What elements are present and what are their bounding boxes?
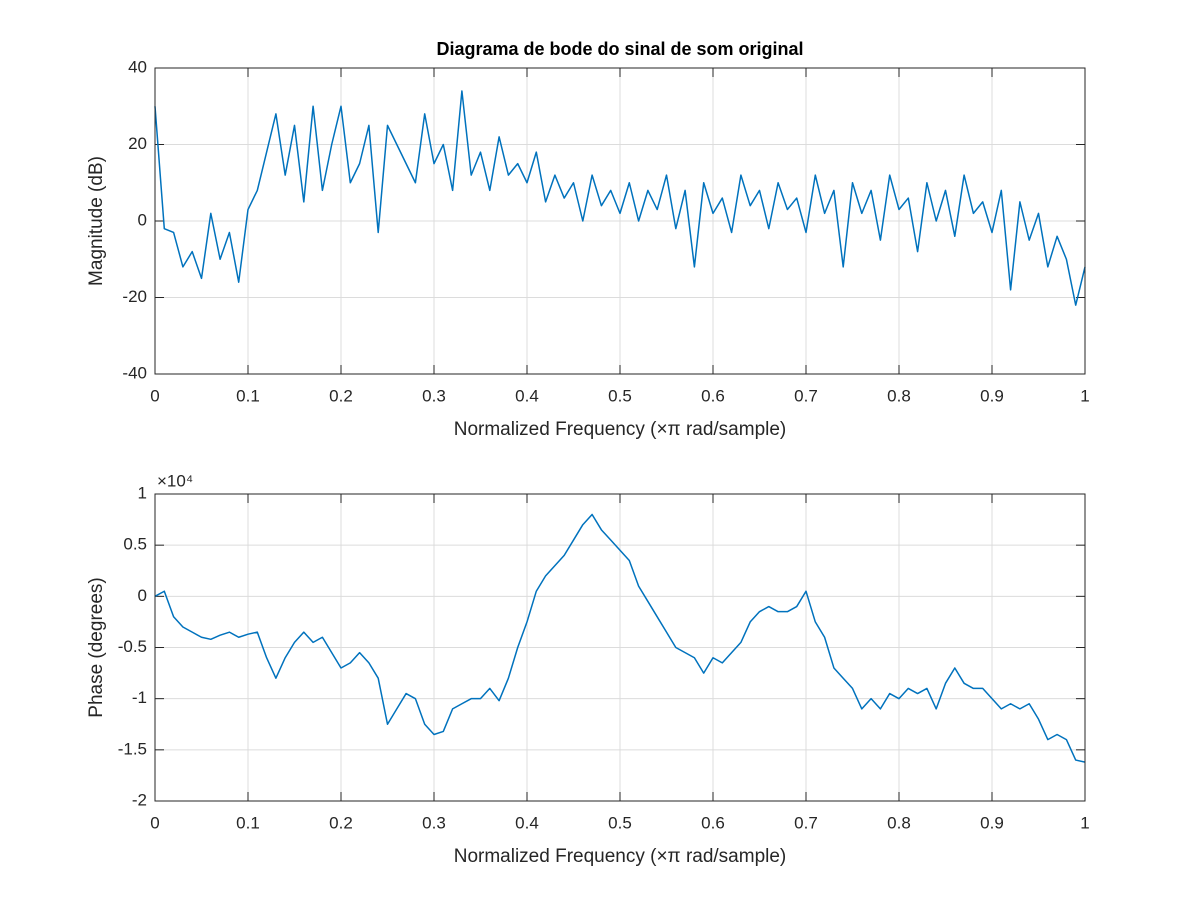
x-tick-label: 0.8 (887, 386, 911, 405)
y-tick-label: 1 (138, 483, 147, 502)
x-axis-label: Normalized Frequency (×π rad/sample) (454, 846, 787, 867)
x-tick-label: 0.2 (329, 813, 353, 832)
y-tick-label: -0.5 (118, 637, 147, 656)
y-multiplier: ×10⁴ (157, 471, 193, 490)
x-tick-label: 0.9 (980, 386, 1004, 405)
x-tick-label: 0 (150, 386, 159, 405)
x-tick-label: 0 (150, 813, 159, 832)
x-tick-label: 0.8 (887, 813, 911, 832)
y-tick-label: -40 (122, 363, 147, 382)
y-axis-label: Magnitude (dB) (86, 156, 107, 286)
x-tick-label: 0.3 (422, 813, 446, 832)
x-tick-label: 1 (1080, 813, 1089, 832)
x-tick-label: 0.5 (608, 813, 632, 832)
data-line (154, 90, 1086, 306)
x-tick-label: 0.5 (608, 386, 632, 405)
y-tick-label: -1.5 (118, 739, 147, 758)
x-tick-label: 0.3 (422, 386, 446, 405)
x-tick-label: 1 (1080, 386, 1089, 405)
x-tick-label: 0.2 (329, 386, 353, 405)
x-axis-label: Normalized Frequency (×π rad/sample) (454, 419, 787, 440)
x-tick-label: 0.6 (701, 386, 725, 405)
y-axis-label: Phase (degrees) (86, 577, 107, 717)
x-tick-label: 0.4 (515, 813, 539, 832)
x-tick-label: 0.7 (794, 813, 818, 832)
x-tick-label: 0.4 (515, 386, 539, 405)
y-tick-label: 0 (138, 210, 147, 229)
axes-box (154, 67, 1086, 375)
y-tick-label: -20 (122, 287, 147, 306)
axes-box (154, 493, 1086, 802)
x-tick-label: 0.9 (980, 813, 1004, 832)
x-tick-label: 0.6 (701, 813, 725, 832)
y-tick-label: 20 (128, 134, 147, 153)
y-tick-label: 0.5 (123, 535, 147, 554)
chart-title: Diagrama de bode do sinal de som origina… (436, 39, 803, 59)
y-tick-label: -1 (132, 688, 147, 707)
y-tick-label: -2 (132, 790, 147, 809)
y-tick-label: 40 (128, 57, 147, 76)
x-tick-label: 0.1 (236, 813, 260, 832)
x-tick-label: 0.1 (236, 386, 260, 405)
x-tick-label: 0.7 (794, 386, 818, 405)
data-line (154, 513, 1086, 763)
y-tick-label: 0 (138, 586, 147, 605)
